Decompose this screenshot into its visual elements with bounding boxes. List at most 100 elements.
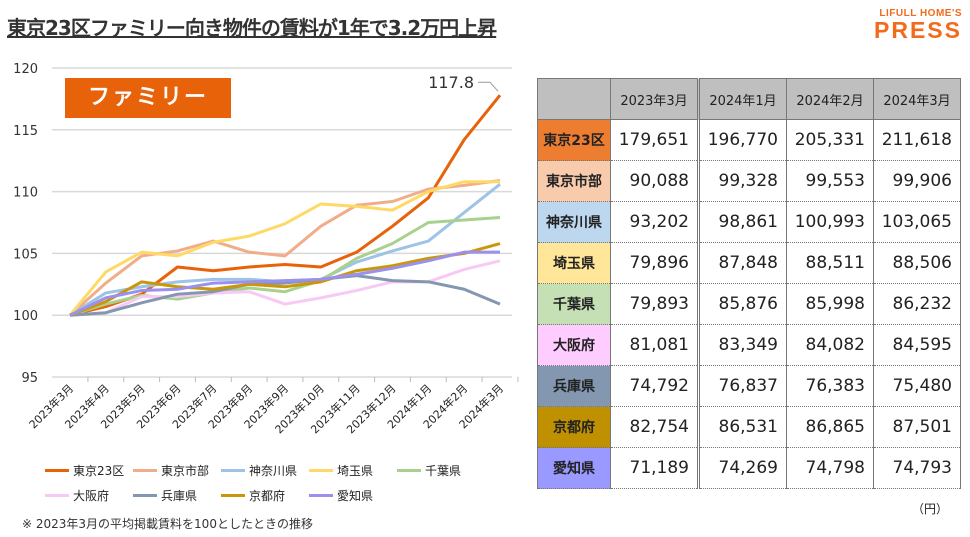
column-header: 2024年2月 <box>786 78 874 120</box>
page-title: 東京23区ファミリー向き物件の賃料が1年で3.2万円上昇 <box>7 16 497 40</box>
legend-label: 京都府 <box>249 489 286 503</box>
rent-cell: 84,595 <box>873 324 961 366</box>
legend-item: 京都府 <box>221 483 309 508</box>
rent-cell: 81,081 <box>610 324 700 366</box>
legend-item: 愛知県 <box>309 483 397 508</box>
row-label: 埼玉県 <box>537 242 611 284</box>
table-row: 東京市部 90,088 99,328 99,553 99,906 <box>537 160 961 202</box>
row-label: 京都府 <box>537 406 611 448</box>
legend-label: 愛知県 <box>337 489 374 503</box>
rent-cell: 79,896 <box>610 242 700 284</box>
rent-cell: 74,792 <box>610 365 700 407</box>
rent-cell: 82,754 <box>610 406 700 448</box>
legend-swatch <box>221 469 245 472</box>
rent-cell: 75,480 <box>873 365 961 407</box>
legend-label: 埼玉県 <box>337 464 374 478</box>
rent-cell: 86,865 <box>786 406 874 448</box>
legend-swatch <box>309 469 333 472</box>
rent-cell: 76,837 <box>698 365 787 407</box>
y-tick-label: 105 <box>13 247 38 262</box>
legend-item: 大阪府 <box>45 483 133 508</box>
rent-cell: 98,861 <box>698 201 787 243</box>
rent-cell: 99,906 <box>873 160 961 202</box>
series-line <box>69 242 501 317</box>
row-label: 東京市部 <box>537 160 611 202</box>
rent-cell: 205,331 <box>786 119 874 161</box>
rent-cell: 88,511 <box>786 242 874 284</box>
rent-cell: 79,893 <box>610 283 700 325</box>
legend-item: 埼玉県 <box>309 458 397 483</box>
legend-swatch <box>133 494 157 497</box>
logo-line1: LIFULL HOME'S <box>879 8 962 19</box>
row-label: 千葉県 <box>537 283 611 325</box>
unit-label: （円） <box>911 502 948 516</box>
rent-cell: 179,651 <box>610 119 700 161</box>
table-row: 神奈川県 93,202 98,861 100,993 103,065 <box>537 201 961 243</box>
footnote: ※ 2023年3月の平均掲載賃料を100としたときの推移 <box>22 517 313 531</box>
table-corner <box>537 78 611 120</box>
row-label: 愛知県 <box>537 447 611 489</box>
row-label: 大阪府 <box>537 324 611 366</box>
table-row: 兵庫県 74,792 76,837 76,383 75,480 <box>537 365 961 407</box>
rent-cell: 74,793 <box>873 447 961 489</box>
column-header: 2024年1月 <box>698 78 787 120</box>
lifull-press-logo: LIFULL HOME'S PRESS <box>874 8 962 43</box>
rent-cell: 85,876 <box>698 283 787 325</box>
y-tick-label: 110 <box>13 186 38 201</box>
rent-cell: 100,993 <box>786 201 874 243</box>
column-header: 2023年3月 <box>610 78 700 120</box>
rent-cell: 99,553 <box>786 160 874 202</box>
y-tick-label: 115 <box>13 124 38 139</box>
rent-cell: 87,501 <box>873 406 961 448</box>
legend-swatch <box>309 494 333 497</box>
row-label: 神奈川県 <box>537 201 611 243</box>
series-line <box>68 180 500 317</box>
table-row: 大阪府 81,081 83,349 84,082 84,595 <box>537 324 961 366</box>
legend-label: 神奈川県 <box>249 464 298 478</box>
logo-line2: PRESS <box>874 17 962 43</box>
rent-cell: 83,349 <box>698 324 787 366</box>
max-value-label: 117.8 <box>428 73 474 92</box>
legend-swatch <box>397 469 421 472</box>
legend-swatch <box>133 469 157 472</box>
legend-swatch <box>45 494 69 497</box>
rent-cell: 71,189 <box>610 447 700 489</box>
legend-swatch <box>221 494 245 497</box>
rent-cell: 99,328 <box>698 160 787 202</box>
column-header: 2024年3月 <box>873 78 961 120</box>
legend-item: 兵庫県 <box>133 483 221 508</box>
rent-cell: 74,798 <box>786 447 874 489</box>
legend-item: 東京23区 <box>45 458 133 483</box>
row-label: 兵庫県 <box>537 365 611 407</box>
rent-cell: 90,088 <box>610 160 700 202</box>
rent-table: 2023年3月 2024年1月 2024年2月 2024年3月 東京23区 179,65… <box>537 78 961 489</box>
table-row: 愛知県 71,189 74,269 74,798 74,793 <box>537 447 961 489</box>
family-badge: ファミリー <box>65 78 231 118</box>
legend-item: 東京市部 <box>133 458 221 483</box>
rent-cell: 196,770 <box>698 119 787 161</box>
series-line <box>69 250 500 317</box>
legend-label: 兵庫県 <box>161 489 198 503</box>
rent-cell: 211,618 <box>873 119 961 161</box>
y-tick-label: 95 <box>21 371 38 386</box>
series-line <box>68 178 501 317</box>
table-row: 埼玉県 79,896 87,848 88,511 88,506 <box>537 242 961 284</box>
rent-cell: 87,848 <box>698 242 787 284</box>
row-label: 東京23区 <box>537 119 611 161</box>
line-chart: 951001051101151202023年3月2023年4月2023年5月20… <box>13 62 519 436</box>
rent-cell: 86,531 <box>698 406 787 448</box>
y-tick-label: 120 <box>13 62 38 77</box>
legend-label: 東京市部 <box>161 464 210 478</box>
rent-cell: 85,998 <box>786 283 874 325</box>
table-row: 千葉県 79,893 85,876 85,998 86,232 <box>537 283 961 325</box>
rent-cell: 93,202 <box>610 201 700 243</box>
table-row: 京都府 82,754 86,531 86,865 87,501 <box>537 406 961 448</box>
rent-cell: 84,082 <box>786 324 874 366</box>
rent-cell: 103,065 <box>873 201 961 243</box>
table-header-row: 2023年3月 2024年1月 2024年2月 2024年3月 <box>537 78 961 120</box>
legend-item: 神奈川県 <box>221 458 309 483</box>
legend-item: 千葉県 <box>397 458 485 483</box>
series-line <box>69 274 501 317</box>
legend-label: 千葉県 <box>425 464 462 478</box>
legend-swatch <box>45 469 69 472</box>
